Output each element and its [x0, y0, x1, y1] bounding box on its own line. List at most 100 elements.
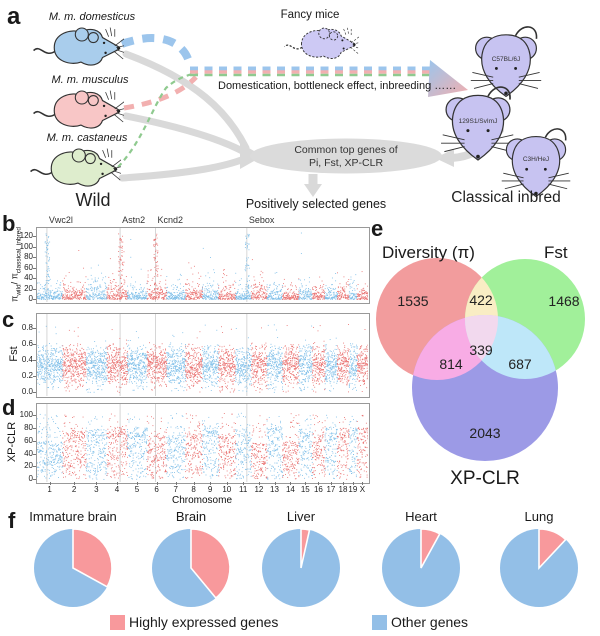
chromosome-label: X: [359, 485, 366, 494]
strain-c3hhej: C3H/HeJ: [523, 156, 549, 163]
chromosome-label: 4: [114, 485, 120, 494]
label-positively-selected: Positively selected genes: [246, 197, 386, 211]
arrowhead-domestication: [428, 60, 468, 97]
y-tickmark: [33, 328, 36, 329]
panel-a-schematic: M. m. domesticus M. m. musculus M. m. ca…: [29, 9, 572, 211]
panel-label-b: b: [2, 211, 16, 236]
panel-label-a: a: [7, 3, 21, 30]
common-genes-ellipse: [250, 138, 442, 174]
x-tickmark: [96, 482, 98, 485]
y-tick-label: 100: [19, 241, 33, 251]
y-tick-label: 0: [28, 294, 33, 303]
chromosome-label: 5: [134, 485, 140, 494]
pie-title: Immature brain: [29, 509, 117, 524]
legend-swatch-other: [372, 615, 387, 630]
x-tickmark: [258, 482, 260, 485]
chromosome-label: 2: [71, 485, 77, 494]
chromosome-label: 7: [173, 485, 178, 494]
chromosome-label: 6: [154, 485, 159, 494]
mouse-castaneus: [29, 147, 121, 187]
chromosome-label: 9: [207, 485, 213, 494]
arrow-wild-3: [118, 155, 248, 182]
y-tickmark: [33, 360, 36, 361]
x-tickmark: [116, 482, 118, 485]
panel-f-pies: [34, 528, 578, 607]
chromosome-label: 15: [300, 485, 310, 494]
chromosome-label: 19: [348, 485, 358, 494]
y-tick-label: 60: [24, 435, 33, 445]
dashed-arrow-musculus: [123, 75, 198, 111]
chromosome-label: 13: [270, 485, 279, 494]
y-tick-label: 40: [24, 448, 33, 458]
legend-swatch-highly-expressed: [110, 615, 125, 630]
x-tickmark: [318, 482, 320, 485]
venn-region-pi-xpclr: [412, 315, 498, 380]
scatter-pi-ratio: [37, 228, 368, 302]
venn-region-fst-xpclr: [465, 315, 558, 379]
chromosome-label: 18: [338, 485, 348, 494]
gene-annotation-label: Sebox: [248, 215, 275, 225]
x-tickmark: [175, 482, 177, 485]
pie-slice-highly-expressed: [420, 528, 441, 569]
label-castaneus: M. m. castaneus: [47, 132, 128, 144]
y-tick-label: 20: [24, 461, 33, 471]
x-tickmark: [156, 482, 158, 485]
y-tickmark: [33, 415, 36, 417]
venn-label-diversity: Diversity (π): [382, 243, 475, 262]
dashed-arrow-domesticus: [120, 34, 194, 67]
x-tickmark: [330, 482, 332, 485]
chromosome-label: 16: [313, 485, 323, 494]
chromosome-label: 17: [326, 485, 336, 494]
chromosome-label: 1: [47, 485, 52, 494]
pie-title: Liver: [286, 509, 316, 524]
y-tickmark: [33, 246, 36, 248]
label-domestication: Domestication, bottleneck effect, inbree…: [218, 80, 456, 92]
panel-label-f: f: [8, 508, 16, 533]
x-axis-title: Chromosome: [171, 495, 233, 506]
arrow-wild-1: [122, 50, 250, 152]
y-tickmark: [33, 479, 36, 480]
x-tickmark: [226, 482, 228, 485]
y-tick-label: 0.8: [21, 323, 33, 332]
x-tickmark: [362, 482, 364, 485]
label-fancy-mice: Fancy mice: [281, 9, 340, 21]
venn-count-diversity: 1535: [397, 293, 428, 309]
y-tickmark: [33, 267, 36, 269]
y-tick-label: 80: [24, 252, 33, 262]
venn-count-pi-xpclr: 814: [439, 356, 463, 372]
y-tickmark: [33, 257, 36, 259]
venn-count-fst: 1468: [548, 293, 579, 309]
y-tick-label: 0: [28, 474, 33, 483]
x-tickmark: [74, 482, 76, 485]
x-tickmark: [352, 482, 354, 485]
panel-label-d: d: [2, 395, 16, 420]
panel-label-e: e: [371, 216, 384, 241]
y-tickmark: [33, 428, 36, 430]
gene-annotation-label: Kcnd2: [157, 215, 184, 225]
y-tick-label: 80: [24, 423, 33, 433]
y-tickmark: [33, 453, 36, 455]
chromosome-label: 3: [94, 485, 99, 494]
y-tick-label: 0.2: [21, 371, 33, 380]
pie-title: Heart: [405, 509, 437, 524]
panel-label-c: c: [2, 307, 15, 332]
pie-title: Brain: [175, 509, 207, 524]
panel-e-venn: Diversity (π) Fst XP-CLR 1535 1468 2043 …: [376, 243, 585, 489]
mouse-fancy: [283, 27, 359, 60]
chromosome-label: 8: [191, 485, 196, 494]
pie-title: Lung: [524, 509, 554, 524]
x-tickmark: [193, 482, 195, 485]
pie-slice-highly-expressed: [300, 528, 311, 569]
venn-count-xpclr: 2043: [469, 425, 500, 441]
label-classical-inbred: Classical inbred: [451, 189, 560, 206]
chromosome-label: 12: [254, 485, 264, 494]
y-tickmark: [33, 440, 36, 442]
y-tick-label: 0.0: [21, 387, 33, 396]
label-domesticus: M. m. domesticus: [49, 11, 136, 23]
label-wild: Wild: [76, 190, 111, 210]
venn-count-fst-xpclr: 687: [508, 356, 532, 372]
y-tickmark: [33, 288, 36, 290]
strain-c57bl6j: C57BL/6J: [492, 56, 521, 63]
y-tick-label: 100: [19, 410, 33, 420]
chromosome-label: 14: [285, 485, 295, 494]
